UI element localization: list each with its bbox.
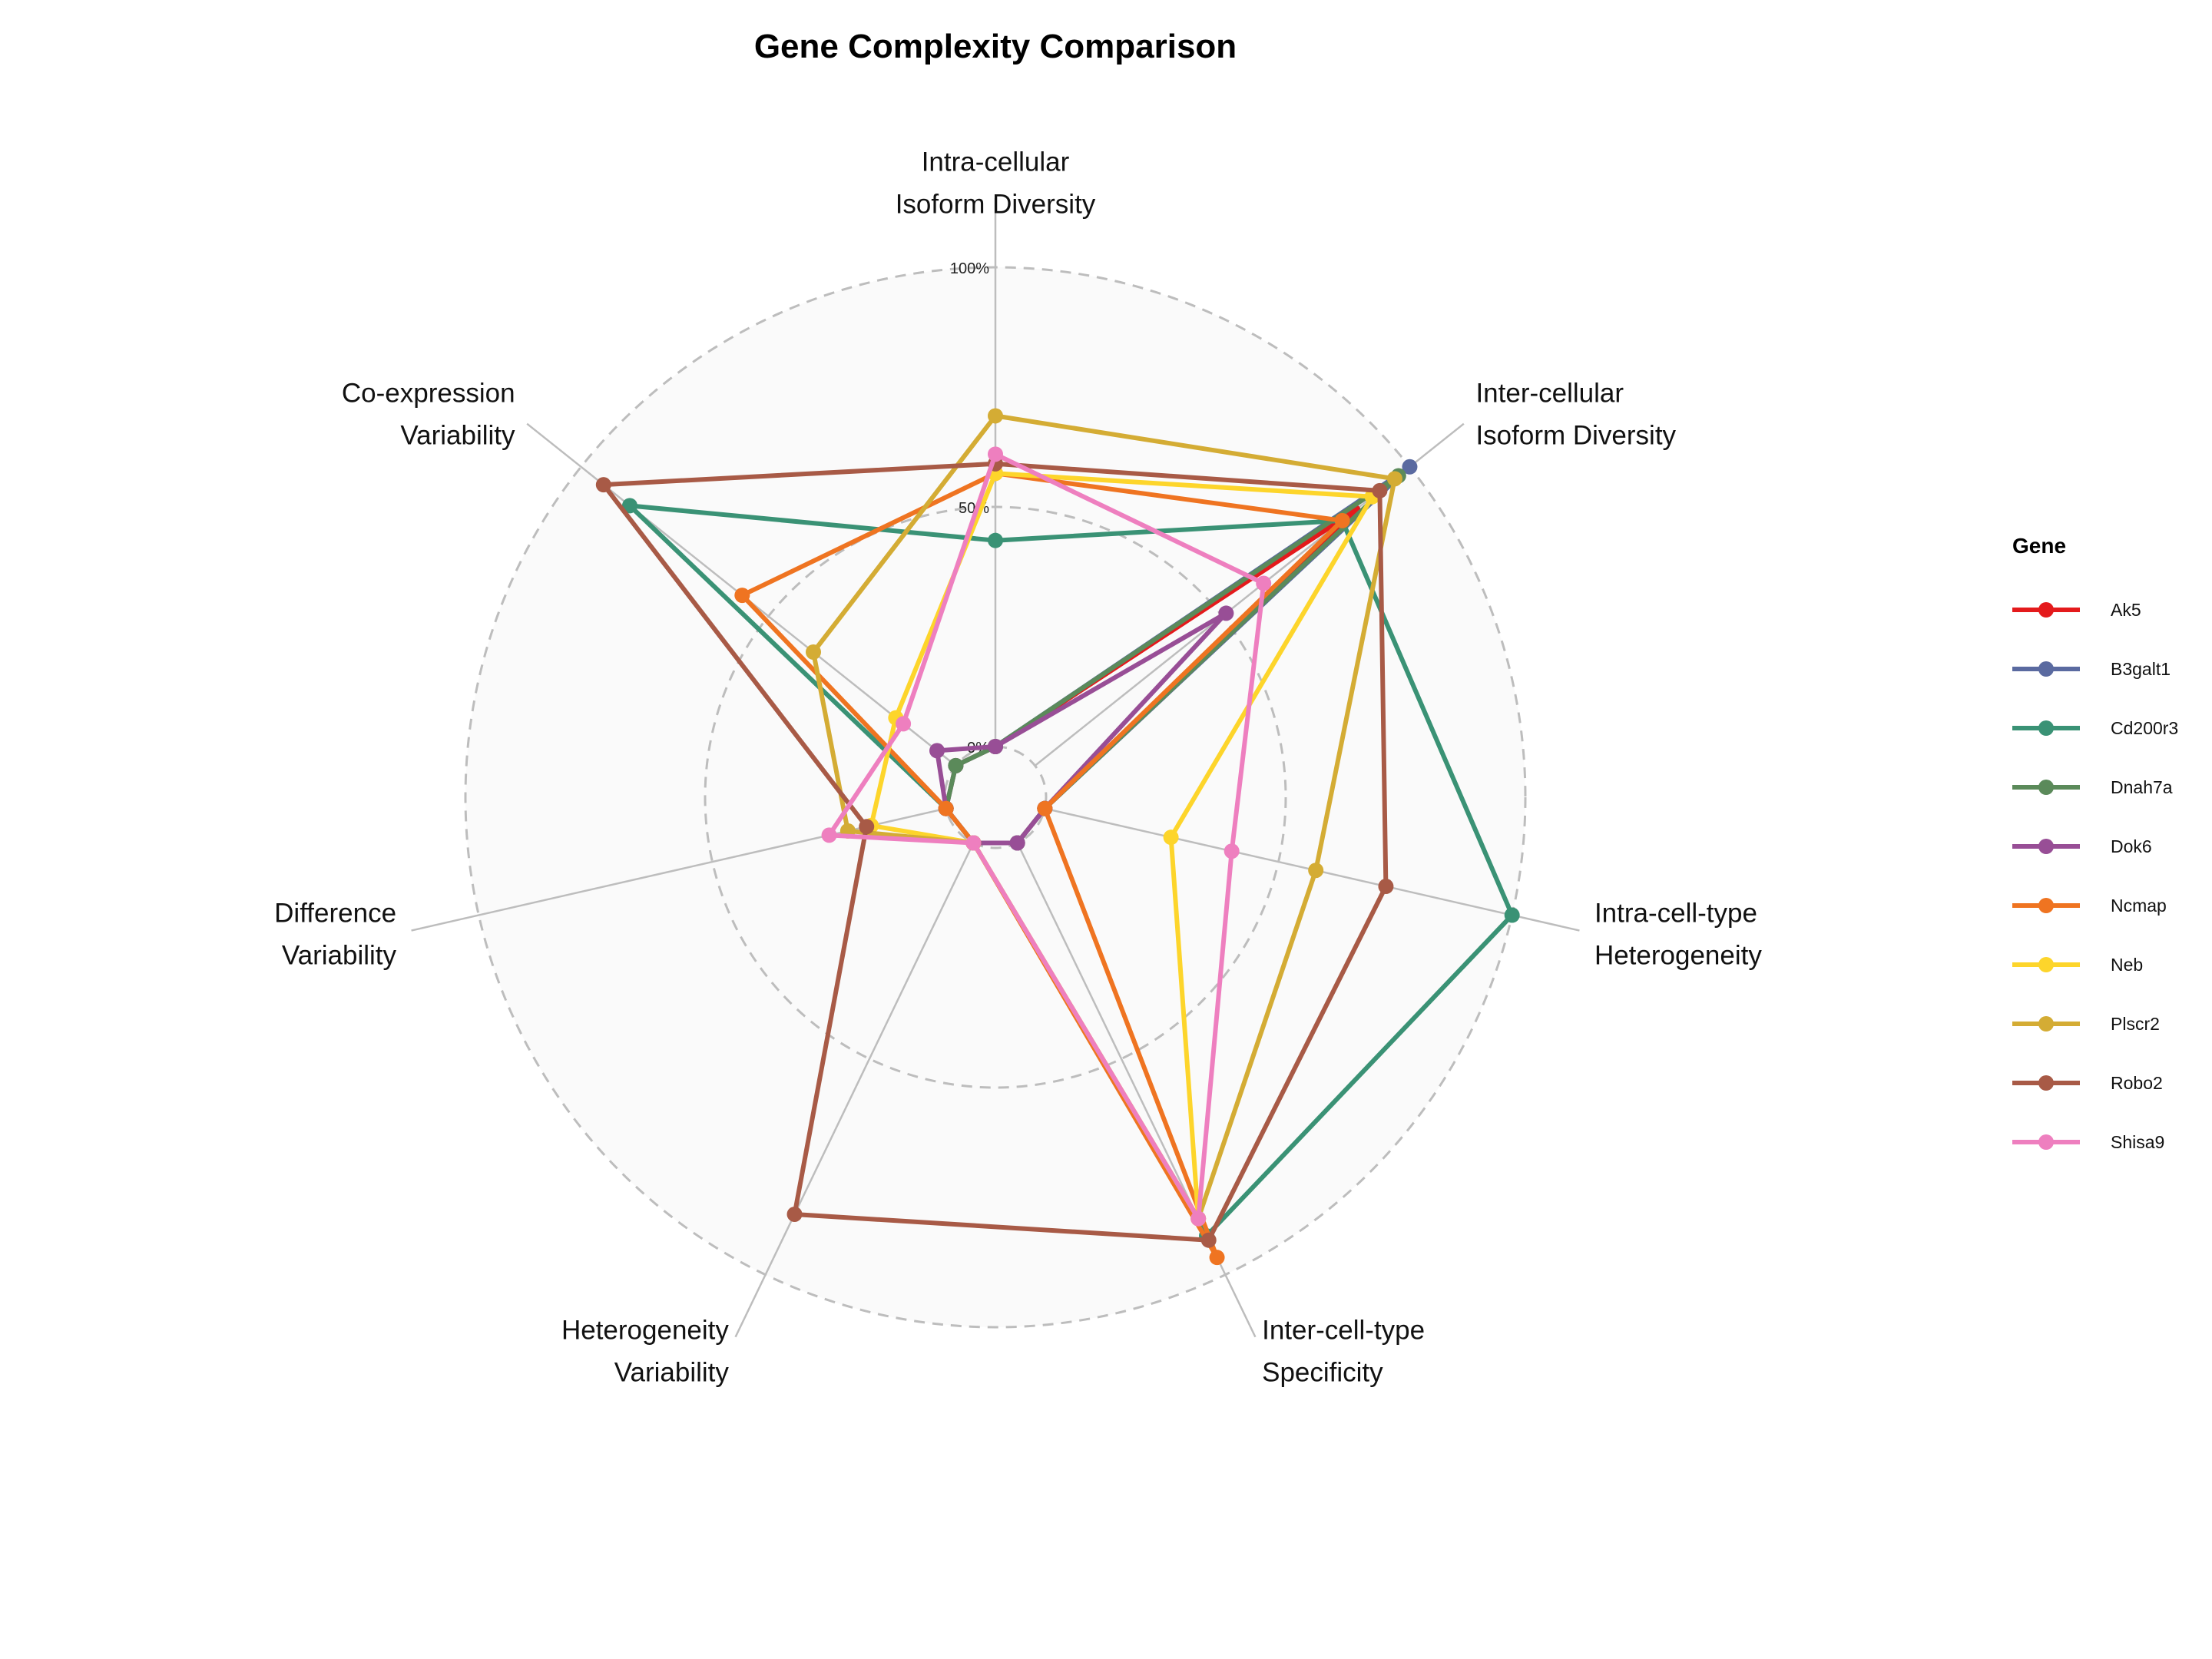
data-point-shisa9: [821, 827, 837, 843]
legend-key-marker: [2038, 839, 2054, 854]
data-point-plscr2: [806, 644, 822, 661]
axis-label: Isoform Diversity: [896, 190, 1096, 220]
legend-key-marker: [2038, 661, 2054, 677]
axis-label: Isoform Diversity: [1475, 421, 1676, 451]
axis-label: Co-expression: [342, 379, 515, 409]
series-line-shisa9: [826, 452, 1267, 1221]
data-point-shisa9: [1256, 575, 1272, 591]
legend-item-shisa9: Shisa9: [2012, 1132, 2164, 1152]
legend-item-plscr2: Plscr2: [2012, 1014, 2160, 1034]
legend-key-marker: [2038, 602, 2054, 618]
legend-label: B3galt1: [2111, 659, 2171, 679]
series-dok6: [929, 605, 1234, 851]
axis-label: Variability: [400, 421, 515, 451]
legend-label: Ak5: [2111, 600, 2141, 620]
data-point-neb: [1163, 830, 1179, 846]
axis-label: Heterogeneity: [1594, 941, 1762, 971]
legend-label: Dnah7a: [2111, 777, 2173, 797]
legend-label: Ncmap: [2111, 896, 2167, 916]
legend-key-marker: [2038, 898, 2054, 913]
axis-spoke: [411, 807, 946, 932]
legend-key-marker: [2038, 1075, 2054, 1091]
legend-item-dok6: Dok6: [2012, 836, 2152, 856]
data-point-dok6: [1009, 835, 1025, 851]
data-point-dok6: [929, 743, 945, 759]
radar-grid: 0%50%100%: [411, 198, 1580, 1338]
legend-label: Cd200r3: [2111, 718, 2178, 738]
data-point-robo2: [595, 477, 611, 493]
legend-key-marker: [2038, 957, 2054, 972]
legend-label: Neb: [2111, 955, 2143, 975]
legend-item-cd200r3: Cd200r3: [2012, 718, 2178, 738]
data-point-ncmap: [1037, 800, 1053, 816]
legend-key-marker: [2038, 720, 2054, 736]
radial-tick-label: 100%: [950, 260, 989, 277]
legend-key-marker: [2038, 780, 2054, 795]
legend-item-b3galt1: B3galt1: [2012, 659, 2171, 679]
legend-key-marker: [2038, 1134, 2054, 1150]
axis-label: Variability: [282, 941, 397, 971]
chart-title: Gene Complexity Comparison: [754, 28, 1237, 65]
data-point-plscr2: [1386, 471, 1402, 487]
legend-label: Dok6: [2111, 836, 2152, 856]
legend-title: Gene: [2012, 534, 2066, 558]
data-point-dok6: [988, 739, 1003, 754]
legend-item-ncmap: Ncmap: [2012, 896, 2167, 916]
axis-label: Heterogeneity: [561, 1315, 729, 1345]
axis-label: Intra-cellular: [922, 147, 1070, 177]
data-point-robo2: [786, 1206, 803, 1222]
legend-label: Shisa9: [2111, 1132, 2164, 1152]
data-point-shisa9: [1224, 843, 1240, 859]
legend-label: Robo2: [2111, 1073, 2163, 1093]
data-point-dok6: [1218, 605, 1234, 621]
legend-key-marker: [2038, 1016, 2054, 1031]
data-point-cd200r3: [621, 498, 637, 514]
axis-label: Inter-cellular: [1475, 379, 1624, 409]
legend-label: Plscr2: [2111, 1014, 2160, 1034]
data-point-cd200r3: [988, 532, 1003, 548]
series-group: [595, 408, 1520, 1266]
axis-label: Inter-cell-type: [1262, 1315, 1425, 1345]
series-shisa9: [821, 446, 1272, 1227]
data-point-robo2: [1372, 482, 1388, 498]
axis-labels: Intra-cellular Isoform Diversity Inter-cel…: [274, 147, 1762, 1388]
data-point-b3galt1: [1402, 459, 1418, 475]
axis-label: Specificity: [1262, 1357, 1383, 1387]
axis-label: Difference: [274, 899, 396, 929]
legend-item-robo2: Robo2: [2012, 1073, 2163, 1093]
data-point-ncmap: [938, 800, 954, 816]
data-point-plscr2: [1308, 863, 1324, 879]
data-point-cd200r3: [1504, 907, 1520, 923]
plot-background: [465, 267, 1525, 1327]
grid-circle: [943, 745, 1048, 849]
data-point-plscr2: [988, 408, 1003, 424]
series-line-dok6: [935, 611, 1229, 846]
data-point-shisa9: [965, 835, 982, 851]
legend: Gene Ak5 B3galt1 Cd200r3 Dnah7a Dok6 Ncmap Neb P…: [2012, 534, 2178, 1152]
axis-label: Intra-cell-type: [1594, 899, 1757, 929]
data-point-shisa9: [1190, 1210, 1207, 1227]
data-point-ncmap: [1209, 1250, 1225, 1266]
data-point-ncmap: [1334, 512, 1350, 528]
data-point-dnah7a: [948, 757, 964, 773]
legend-item-neb: Neb: [2012, 955, 2143, 975]
axis-spoke: [734, 842, 975, 1338]
data-point-robo2: [1378, 879, 1394, 895]
series-line-robo2: [601, 461, 1389, 1243]
legend-item-dnah7a: Dnah7a: [2012, 777, 2173, 797]
data-point-shisa9: [988, 446, 1003, 462]
data-point-shisa9: [896, 716, 912, 732]
data-point-robo2: [1200, 1232, 1217, 1248]
series-robo2: [595, 455, 1394, 1248]
data-point-ncmap: [734, 588, 750, 604]
legend-item-ak5: Ak5: [2012, 600, 2141, 620]
data-point-robo2: [859, 819, 875, 835]
axis-label: Variability: [614, 1357, 730, 1387]
